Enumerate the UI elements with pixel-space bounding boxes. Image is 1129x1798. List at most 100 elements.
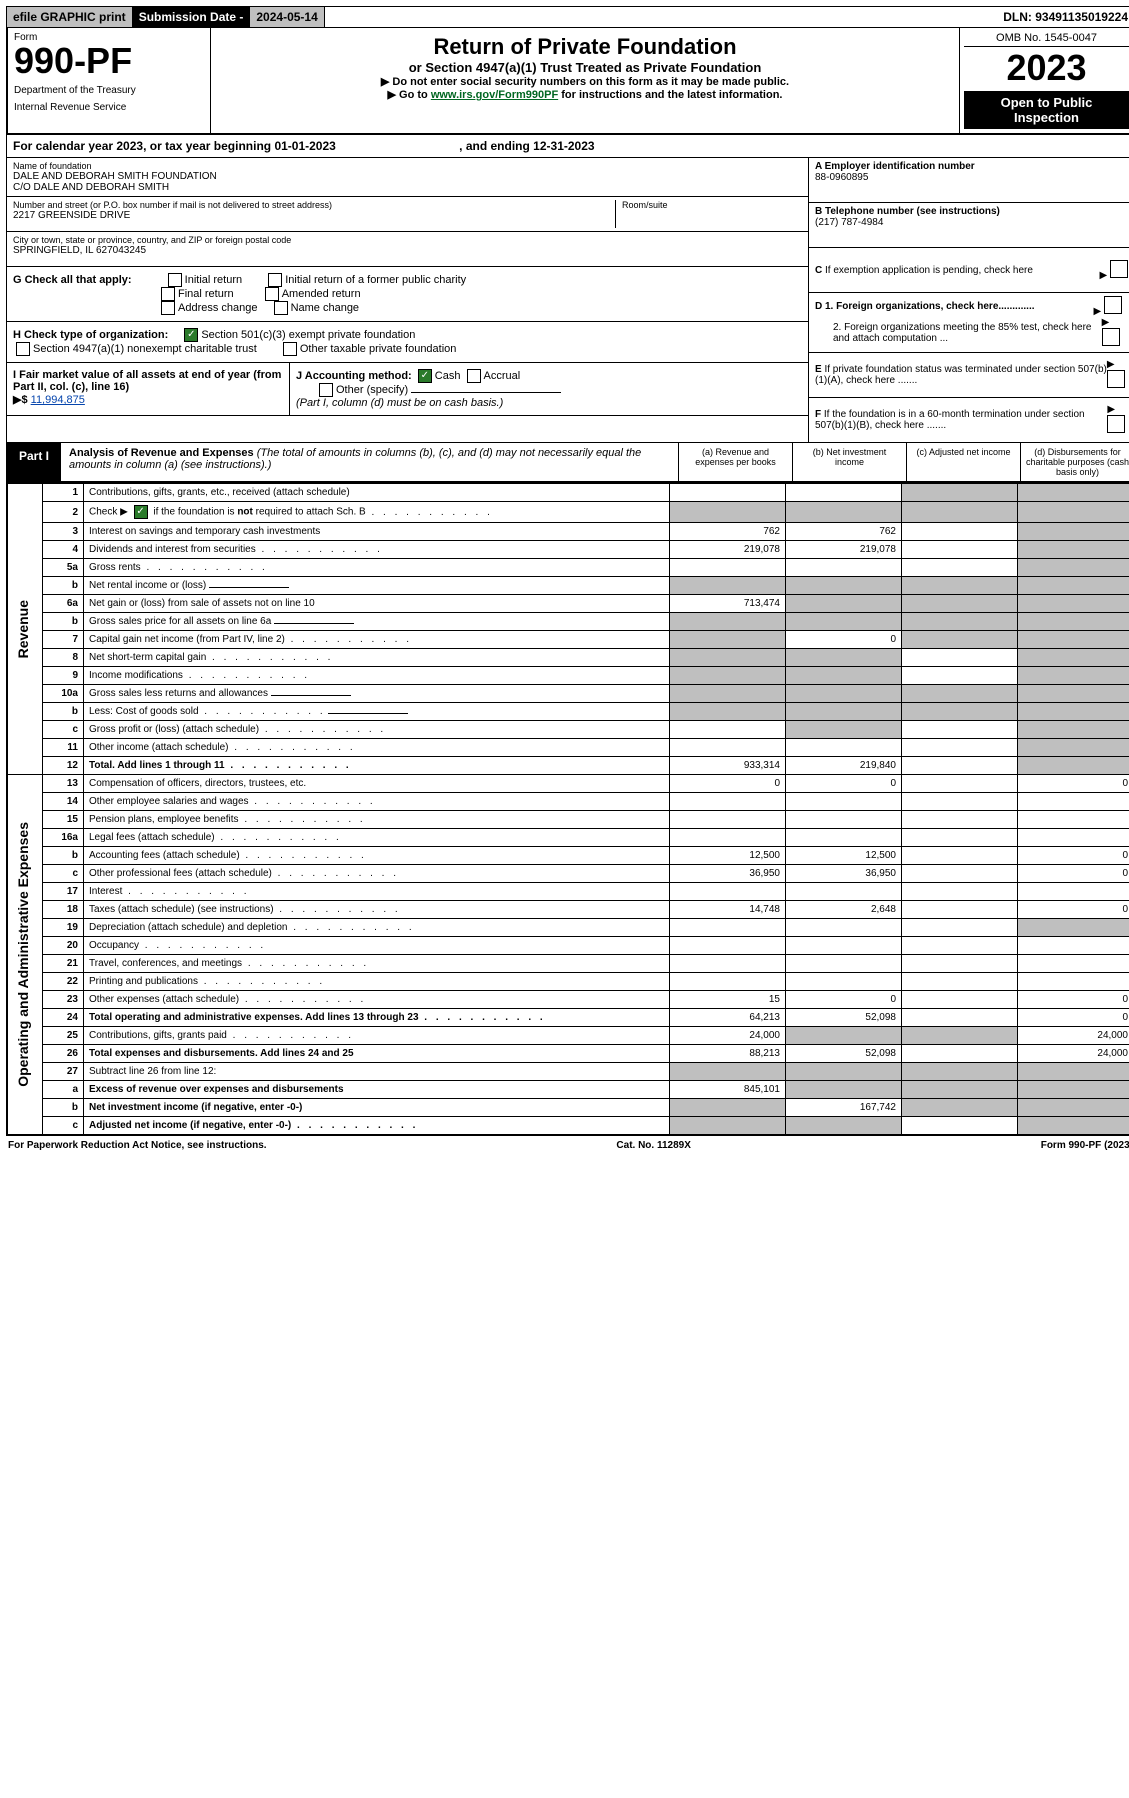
table-row: 7Capital gain net income (from Part IV, … xyxy=(8,631,1129,649)
part-1-header: Part I Analysis of Revenue and Expenses … xyxy=(6,443,1129,482)
chk-foreign-85[interactable] xyxy=(1102,328,1120,346)
chk-status-terminated[interactable] xyxy=(1107,370,1125,388)
chk-final-return[interactable] xyxy=(161,287,175,301)
table-row: 16aLegal fees (attach schedule) xyxy=(8,829,1129,847)
form-title: Return of Private Foundation xyxy=(217,34,953,60)
table-row: 15Pension plans, employee benefits xyxy=(8,811,1129,829)
open-to-public: Open to Public Inspection xyxy=(964,91,1129,129)
column-headers: (a) Revenue and expenses per books (b) N… xyxy=(678,443,1129,481)
irs-link[interactable]: www.irs.gov/Form990PF xyxy=(431,89,558,101)
check-h: H Check type of organization: Section 50… xyxy=(7,322,808,363)
table-row: 22Printing and publications xyxy=(8,973,1129,991)
check-g: G Check all that apply: Initial return I… xyxy=(7,267,808,322)
dept-treasury-1: Department of the Treasury xyxy=(14,85,204,96)
table-row: 18Taxes (attach schedule) (see instructi… xyxy=(8,901,1129,919)
col-header-d: (d) Disbursements for charitable purpose… xyxy=(1020,443,1129,481)
tax-year: 2023 xyxy=(964,47,1129,89)
chk-other-method[interactable] xyxy=(319,383,333,397)
foundation-name-cell: Name of foundation DALE AND DEBORAH SMIT… xyxy=(7,158,808,197)
table-row: Operating and Administrative Expenses13C… xyxy=(8,775,1129,793)
form-ref: Form 990-PF (2023) xyxy=(1041,1140,1129,1151)
box-f: F If the foundation is in a 60-month ter… xyxy=(809,398,1129,442)
address-cell: Number and street (or P.O. box number if… xyxy=(7,197,808,232)
table-row: 11Other income (attach schedule) xyxy=(8,739,1129,757)
submission-date-label: Submission Date - xyxy=(133,7,251,27)
table-row: bLess: Cost of goods sold xyxy=(8,703,1129,721)
col-header-b: (b) Net investment income xyxy=(792,443,906,481)
table-row: 14Other employee salaries and wages xyxy=(8,793,1129,811)
part-1-desc: Analysis of Revenue and Expenses (The to… xyxy=(61,443,678,481)
table-row: 21Travel, conferences, and meetings xyxy=(8,955,1129,973)
header-center: Return of Private Foundation or Section … xyxy=(211,28,959,133)
chk-exemption-pending[interactable] xyxy=(1110,260,1128,278)
chk-60-month[interactable] xyxy=(1107,415,1125,433)
table-row: 10aGross sales less returns and allowanc… xyxy=(8,685,1129,703)
omb-number: OMB No. 1545-0047 xyxy=(964,32,1129,47)
chk-address-change[interactable] xyxy=(161,301,175,315)
chk-cash[interactable] xyxy=(418,369,432,383)
table-row: Revenue1Contributions, gifts, grants, et… xyxy=(8,484,1129,502)
dln: DLN: 93491135019224 xyxy=(997,7,1129,27)
dept-treasury-2: Internal Revenue Service xyxy=(14,102,204,113)
chk-sch-b[interactable] xyxy=(134,505,148,519)
chk-initial-return-former[interactable] xyxy=(268,273,282,287)
chk-amended-return[interactable] xyxy=(265,287,279,301)
table-row: 26Total expenses and disbursements. Add … xyxy=(8,1045,1129,1063)
table-row: 19Depreciation (attach schedule) and dep… xyxy=(8,919,1129,937)
chk-initial-return[interactable] xyxy=(168,273,182,287)
ein-cell: A Employer identification number 88-0960… xyxy=(809,158,1129,203)
chk-other-taxable[interactable] xyxy=(283,342,297,356)
table-row: 4Dividends and interest from securities2… xyxy=(8,541,1129,559)
box-i: I Fair market value of all assets at end… xyxy=(7,363,290,415)
form-header: Form 990-PF Department of the Treasury I… xyxy=(6,28,1129,135)
form-number: 990-PF xyxy=(14,43,204,79)
form-subtitle: or Section 4947(a)(1) Trust Treated as P… xyxy=(217,60,953,75)
main-info-left: Name of foundation DALE AND DEBORAH SMIT… xyxy=(7,158,808,442)
header-left: Form 990-PF Department of the Treasury I… xyxy=(8,28,211,133)
main-info-right: A Employer identification number 88-0960… xyxy=(808,158,1129,442)
part-1-table: Revenue1Contributions, gifts, grants, et… xyxy=(6,482,1129,1136)
chk-accrual[interactable] xyxy=(467,369,481,383)
paperwork-notice: For Paperwork Reduction Act Notice, see … xyxy=(8,1140,267,1151)
box-c: C If exemption application is pending, c… xyxy=(809,248,1129,293)
table-row: cAdjusted net income (if negative, enter… xyxy=(8,1117,1129,1135)
instr-line-1: ▶ Do not enter social security numbers o… xyxy=(217,75,953,88)
col-header-c: (c) Adjusted net income xyxy=(906,443,1020,481)
table-row: 20Occupancy xyxy=(8,937,1129,955)
table-row: 12Total. Add lines 1 through 11933,31421… xyxy=(8,757,1129,775)
top-bar: efile GRAPHIC print Submission Date - 20… xyxy=(6,6,1129,28)
box-e: E If private foundation status was termi… xyxy=(809,353,1129,398)
calendar-year-row: For calendar year 2023, or tax year begi… xyxy=(6,135,1129,158)
table-row: 2Check ▶ if the foundation is not requir… xyxy=(8,502,1129,523)
table-row: 27Subtract line 26 from line 12: xyxy=(8,1063,1129,1081)
table-row: 3Interest on savings and temporary cash … xyxy=(8,523,1129,541)
fmv-value[interactable]: 11,994,875 xyxy=(31,394,85,406)
city-cell: City or town, state or province, country… xyxy=(7,232,808,267)
part-1-label: Part I xyxy=(7,443,61,481)
table-row: 24Total operating and administrative exp… xyxy=(8,1009,1129,1027)
table-row: 9Income modifications xyxy=(8,667,1129,685)
table-row: cOther professional fees (attach schedul… xyxy=(8,865,1129,883)
submission-date-value: 2024-05-14 xyxy=(250,7,324,27)
chk-foreign-org[interactable] xyxy=(1104,296,1122,314)
table-row: bNet investment income (if negative, ent… xyxy=(8,1099,1129,1117)
table-row: 5aGross rents xyxy=(8,559,1129,577)
efile-label: efile GRAPHIC print xyxy=(7,7,133,27)
revenue-side-label: Revenue xyxy=(13,594,33,664)
instr-line-2: ▶ Go to www.irs.gov/Form990PF for instru… xyxy=(217,88,953,101)
table-row: 8Net short-term capital gain xyxy=(8,649,1129,667)
table-row: bGross sales price for all assets on lin… xyxy=(8,613,1129,631)
main-info: Name of foundation DALE AND DEBORAH SMIT… xyxy=(6,158,1129,443)
cat-no: Cat. No. 11289X xyxy=(616,1140,690,1151)
chk-4947a1[interactable] xyxy=(16,342,30,356)
chk-name-change[interactable] xyxy=(274,301,288,315)
box-i-j: I Fair market value of all assets at end… xyxy=(7,363,808,416)
phone-cell: B Telephone number (see instructions) (2… xyxy=(809,203,1129,248)
table-row: bAccounting fees (attach schedule)12,500… xyxy=(8,847,1129,865)
table-row: aExcess of revenue over expenses and dis… xyxy=(8,1081,1129,1099)
opex-side-label: Operating and Administrative Expenses xyxy=(13,816,33,1093)
table-row: 6aNet gain or (loss) from sale of assets… xyxy=(8,595,1129,613)
table-row: 17Interest xyxy=(8,883,1129,901)
col-header-a: (a) Revenue and expenses per books xyxy=(678,443,792,481)
chk-501c3[interactable] xyxy=(184,328,198,342)
